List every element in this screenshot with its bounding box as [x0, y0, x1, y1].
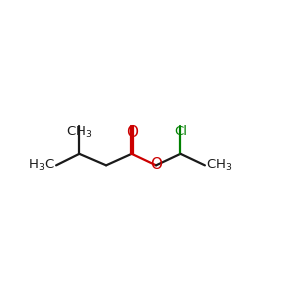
Text: O: O: [150, 157, 162, 172]
Text: CH$_3$: CH$_3$: [206, 158, 232, 173]
Text: Cl: Cl: [174, 125, 187, 138]
Text: O: O: [126, 125, 138, 140]
Text: H$_3$C: H$_3$C: [28, 158, 55, 173]
Text: CH$_3$: CH$_3$: [66, 125, 93, 140]
